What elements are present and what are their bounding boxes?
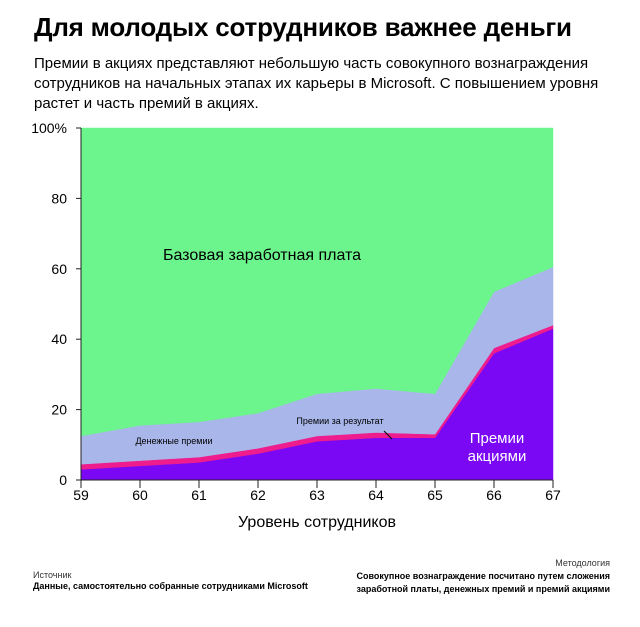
x-tick-label: 62 [250,487,266,503]
x-tick-label: 64 [368,487,384,503]
y-tick-label: 20 [51,402,67,418]
performance-pointer [383,430,393,440]
y-tick-label: 40 [51,331,67,347]
stacked-area-chart: 0 20 40 60 80 100% 59 60 61 62 63 64 65 66 67 Уровень с… [31,120,561,531]
x-tick-label: 65 [427,487,443,503]
x-tick-label: 60 [132,487,148,503]
label-base-salary: Базовая заработная плата [163,247,361,264]
label-stock-line2: акциями [468,448,527,465]
annotations: Базовая заработная плата Денежные премии П… [135,247,526,465]
x-tick-label: 59 [73,487,89,503]
area-layers [80,127,554,481]
area-base [80,127,554,437]
label-performance-bonus: Премии за результат [296,416,383,426]
y-tick-label: 60 [51,261,67,277]
y-tick-label: 0 [59,472,67,488]
chart-subtitle: Премии в акциях представляют небольшую ч… [34,55,599,112]
y-tick-label: 80 [51,190,67,206]
axes: 0 20 40 60 80 100% 59 60 61 62 63 64 65 66 67 Уровень с… [31,120,561,531]
x-axis-label: Уровень сотрудников [238,514,396,531]
source-label: Источник [33,570,72,580]
label-cash-bonus: Денежные премии [135,436,212,446]
chart-title: Для молодых сотрудников важнее деньги [34,12,572,42]
methodology-label: Методология [555,558,610,568]
x-tick-label: 67 [545,487,561,503]
source-text: Данные, самостоятельно собранные сотрудн… [33,581,308,591]
y-tick-label: 100% [31,120,67,136]
methodology-text: Совокупное вознаграждение посчитано путе… [356,571,610,594]
x-tick-label: 63 [309,487,325,503]
x-tick-label: 66 [486,487,502,503]
x-tick-label: 61 [191,487,207,503]
label-stock-line1: Премии [470,430,525,447]
